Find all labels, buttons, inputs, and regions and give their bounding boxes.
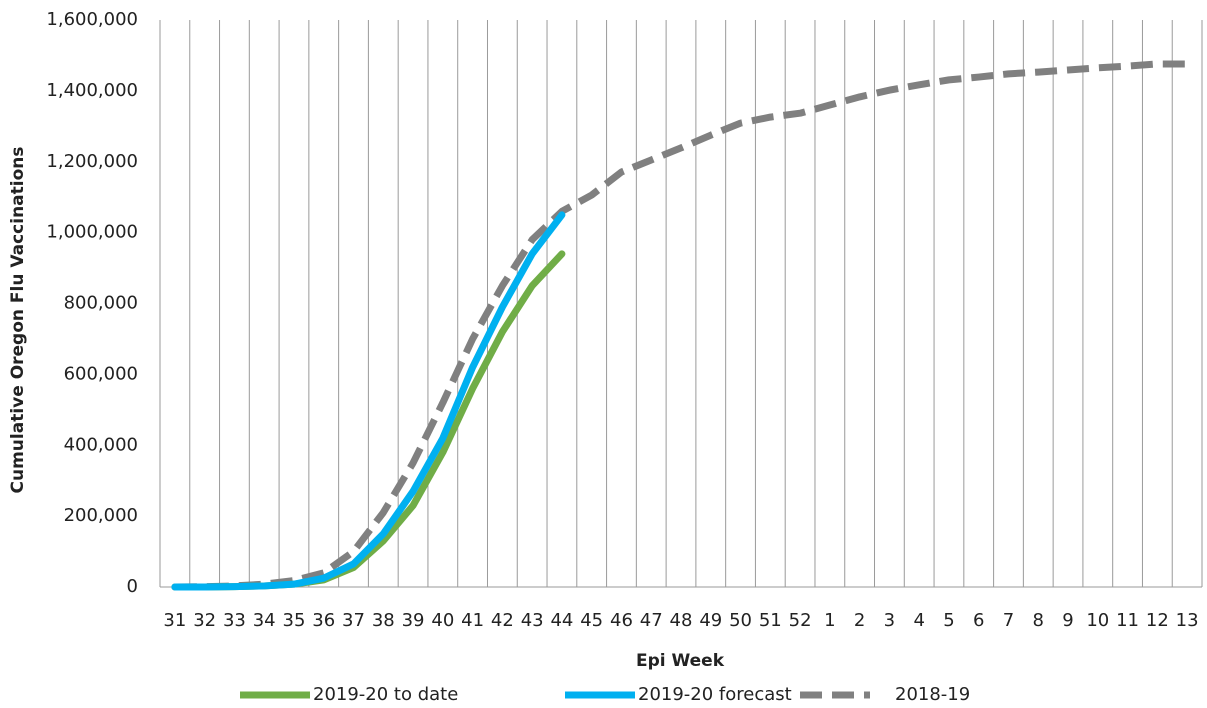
x-tick-label: 42 bbox=[491, 610, 514, 631]
x-tick-label: 2 bbox=[854, 610, 865, 631]
x-tick-label: 9 bbox=[1062, 610, 1073, 631]
y-tick-label: 600,000 bbox=[64, 363, 138, 384]
y-tick-label: 800,000 bbox=[64, 293, 138, 314]
x-tick-label: 8 bbox=[1033, 610, 1044, 631]
x-tick-label: 37 bbox=[342, 610, 365, 631]
x-tick-label: 46 bbox=[610, 610, 633, 631]
x-tick-label: 33 bbox=[223, 610, 246, 631]
x-tick-label: 12 bbox=[1146, 610, 1169, 631]
legend-label: 2019-20 to date bbox=[313, 684, 458, 705]
x-tick-label: 45 bbox=[580, 610, 603, 631]
x-tick-label: 39 bbox=[402, 610, 425, 631]
x-tick-label: 31 bbox=[163, 610, 186, 631]
series-line bbox=[174, 60, 1188, 591]
x-tick-label: 43 bbox=[521, 610, 544, 631]
y-tick-label: 1,400,000 bbox=[46, 80, 138, 101]
y-axis-label: Cumulative Oregon Flu Vaccinations bbox=[8, 147, 28, 494]
x-tick-label: 50 bbox=[729, 610, 752, 631]
x-axis-label: Epi Week bbox=[636, 651, 725, 671]
x-tick-label: 49 bbox=[699, 610, 722, 631]
x-tick-label: 36 bbox=[312, 610, 335, 631]
y-tick-label: 1,000,000 bbox=[46, 222, 138, 243]
x-tick-label: 35 bbox=[283, 610, 306, 631]
x-tick-label: 4 bbox=[913, 610, 924, 631]
x-tick-label: 34 bbox=[253, 610, 276, 631]
x-tick-label: 6 bbox=[973, 610, 984, 631]
x-tick-label: 13 bbox=[1176, 610, 1199, 631]
x-tick-label: 40 bbox=[431, 610, 454, 631]
series-line bbox=[171, 211, 566, 591]
y-tick-label: 200,000 bbox=[64, 505, 138, 526]
x-tick-label: 41 bbox=[461, 610, 484, 631]
x-tick-label: 3 bbox=[884, 610, 895, 631]
legend-label: 2019-20 forecast bbox=[638, 684, 792, 705]
x-tick-label: 5 bbox=[943, 610, 954, 631]
y-tick-label: 0 bbox=[127, 576, 138, 597]
y-tick-label: 1,200,000 bbox=[46, 151, 138, 172]
x-tick-label: 47 bbox=[640, 610, 663, 631]
x-tick-label: 48 bbox=[670, 610, 693, 631]
x-tick-label: 32 bbox=[193, 610, 216, 631]
x-tick-label: 52 bbox=[789, 610, 812, 631]
x-tick-label: 44 bbox=[550, 610, 573, 631]
y-tick-label: 400,000 bbox=[64, 434, 138, 455]
x-tick-label: 51 bbox=[759, 610, 782, 631]
x-tick-label: 38 bbox=[372, 610, 395, 631]
legend-label: 2018-19 bbox=[895, 684, 970, 705]
x-tick-label: 10 bbox=[1086, 610, 1109, 631]
x-tick-label: 11 bbox=[1116, 610, 1139, 631]
y-tick-label: 1,600,000 bbox=[46, 9, 138, 30]
x-tick-label: 1 bbox=[824, 610, 835, 631]
x-tick-label: 7 bbox=[1003, 610, 1014, 631]
